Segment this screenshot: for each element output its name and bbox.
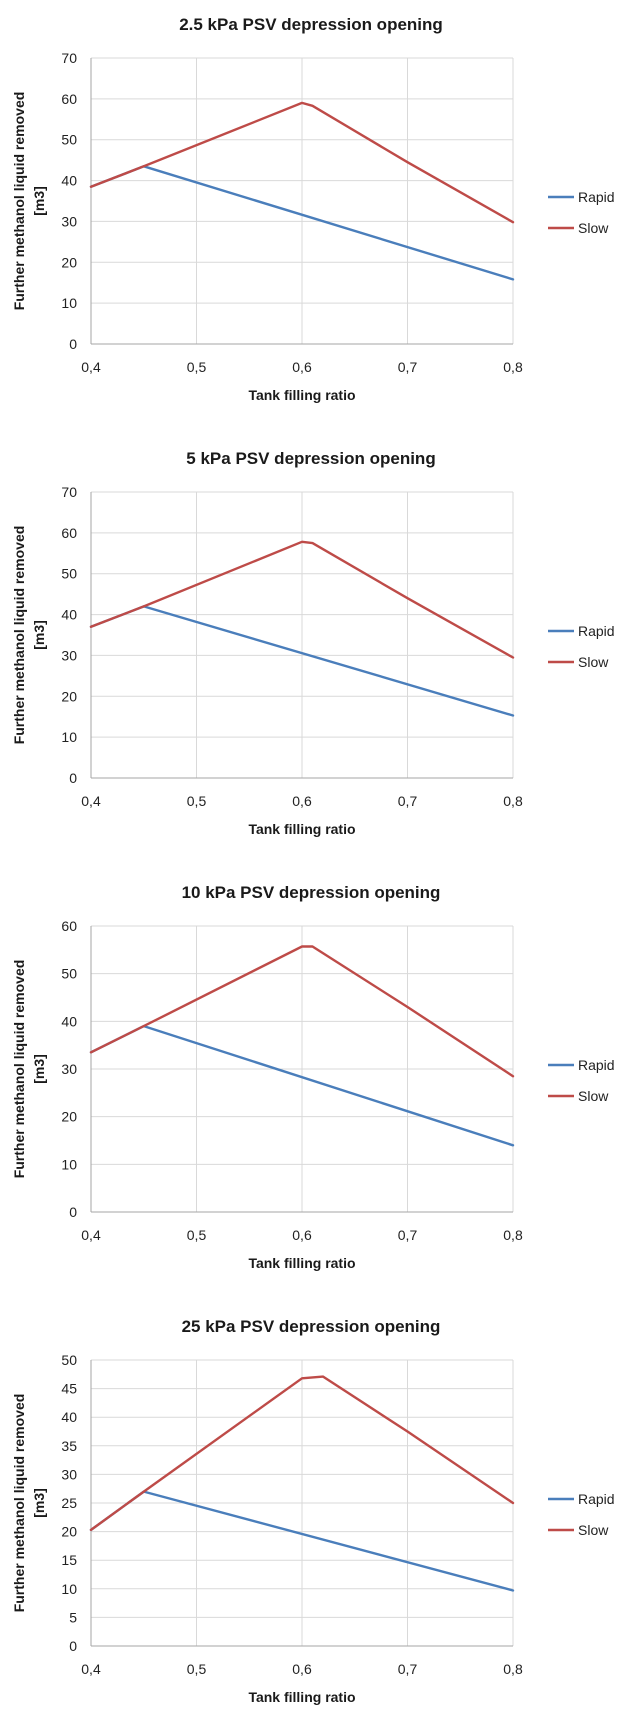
x-tick-label: 0,4 <box>81 1661 101 1677</box>
y-tick-label: 70 <box>61 484 77 500</box>
y-tick-label: 50 <box>61 966 77 982</box>
x-tick-label: 0,7 <box>398 1661 418 1677</box>
x-tick-label: 0,4 <box>81 359 101 375</box>
x-tick-label: 0,4 <box>81 793 101 809</box>
y-tick-label: 40 <box>61 1409 77 1425</box>
y-tick-label: 30 <box>61 647 77 663</box>
y-axis-title: Further methanol liquid removed [m3] <box>11 92 47 311</box>
y-tick-label: 45 <box>61 1381 77 1397</box>
y-tick-label: 60 <box>61 918 77 934</box>
x-axis-title: Tank filling ratio <box>248 387 355 403</box>
y-tick-label: 30 <box>61 213 77 229</box>
series-line-slow <box>89 945 515 1078</box>
legend-label-slow: Slow <box>578 1522 609 1538</box>
legend-label-slow: Slow <box>578 220 609 236</box>
x-tick-label: 0,8 <box>503 1227 523 1243</box>
x-tick-label: 0,5 <box>187 793 207 809</box>
x-tick-label: 0,7 <box>398 793 418 809</box>
x-tick-label: 0,7 <box>398 359 418 375</box>
x-tick-label: 0,7 <box>398 1227 418 1243</box>
y-tick-label: 30 <box>61 1061 77 1077</box>
x-tick-label: 0,4 <box>81 1227 101 1243</box>
x-tick-label: 0,8 <box>503 1661 523 1677</box>
x-tick-label: 0,5 <box>187 359 207 375</box>
legend-label-rapid: Rapid <box>578 1491 615 1507</box>
series-line-slow <box>89 101 515 224</box>
y-tick-label: 30 <box>61 1466 77 1482</box>
legend-label-rapid: Rapid <box>578 189 615 205</box>
y-tick-label: 10 <box>61 729 77 745</box>
legend-label-slow: Slow <box>578 654 609 670</box>
y-tick-label: 10 <box>61 1581 77 1597</box>
chart-panel-2: 5 kPa PSV depression opening 0 10 20 30 40 50 6… <box>11 449 615 837</box>
y-tick-label: 50 <box>61 132 77 148</box>
legend-label-rapid: Rapid <box>578 1057 615 1073</box>
x-tick-label: 0,5 <box>187 1227 207 1243</box>
chart-title: 5 kPa PSV depression opening <box>186 449 435 468</box>
y-tick-label: 0 <box>69 770 77 786</box>
y-tick-label: 20 <box>61 1524 77 1540</box>
chart-panel-3: 10 kPa PSV depression opening 0 10 20 30 40 50… <box>11 883 615 1271</box>
x-tick-label: 0,6 <box>292 1661 312 1677</box>
y-tick-label: 60 <box>61 525 77 541</box>
series-line-slow <box>89 1375 515 1532</box>
y-tick-label: 20 <box>61 254 77 270</box>
chart-panel-1: 2.5 kPa PSV depression opening 0 10 20 30 40 5… <box>11 15 615 403</box>
y-tick-label: 10 <box>61 295 77 311</box>
x-tick-label: 0,6 <box>292 359 312 375</box>
x-tick-label: 0,5 <box>187 1661 207 1677</box>
y-tick-label: 20 <box>61 688 77 704</box>
y-tick-label: 0 <box>69 1204 77 1220</box>
x-tick-label: 0,8 <box>503 793 523 809</box>
y-tick-label: 50 <box>61 566 77 582</box>
y-tick-label: 0 <box>69 336 77 352</box>
y-tick-label: 20 <box>61 1109 77 1125</box>
x-tick-label: 0,8 <box>503 359 523 375</box>
y-tick-label: 70 <box>61 50 77 66</box>
y-tick-label: 60 <box>61 91 77 107</box>
series-line-slow <box>89 540 515 659</box>
y-tick-label: 40 <box>61 1013 77 1029</box>
x-tick-label: 0,6 <box>292 793 312 809</box>
y-tick-label: 5 <box>69 1609 77 1625</box>
x-axis-title: Tank filling ratio <box>248 1255 355 1271</box>
y-tick-label: 25 <box>61 1495 77 1511</box>
x-axis-title: Tank filling ratio <box>248 1689 355 1705</box>
y-axis-title: Further methanol liquid removed [m3] <box>11 960 47 1179</box>
y-tick-label: 10 <box>61 1156 77 1172</box>
chart-panel-4: 25 kPa PSV depression opening 0 5 10 15 20 25 3… <box>11 1317 615 1705</box>
x-axis-title: Tank filling ratio <box>248 821 355 837</box>
y-axis-title: Further methanol liquid removed [m3] <box>11 1394 47 1613</box>
y-tick-label: 40 <box>61 607 77 623</box>
y-tick-label: 15 <box>61 1552 77 1568</box>
chart-title: 2.5 kPa PSV depression opening <box>179 15 443 34</box>
x-tick-label: 0,6 <box>292 1227 312 1243</box>
y-tick-label: 50 <box>61 1352 77 1368</box>
y-axis-title: Further methanol liquid removed [m3] <box>11 526 47 745</box>
chart-title: 10 kPa PSV depression opening <box>182 883 441 902</box>
chart-title: 25 kPa PSV depression opening <box>182 1317 441 1336</box>
legend-label-slow: Slow <box>578 1088 609 1104</box>
y-tick-label: 40 <box>61 173 77 189</box>
y-tick-label: 35 <box>61 1438 77 1454</box>
y-tick-label: 0 <box>69 1638 77 1654</box>
legend-label-rapid: Rapid <box>578 623 615 639</box>
